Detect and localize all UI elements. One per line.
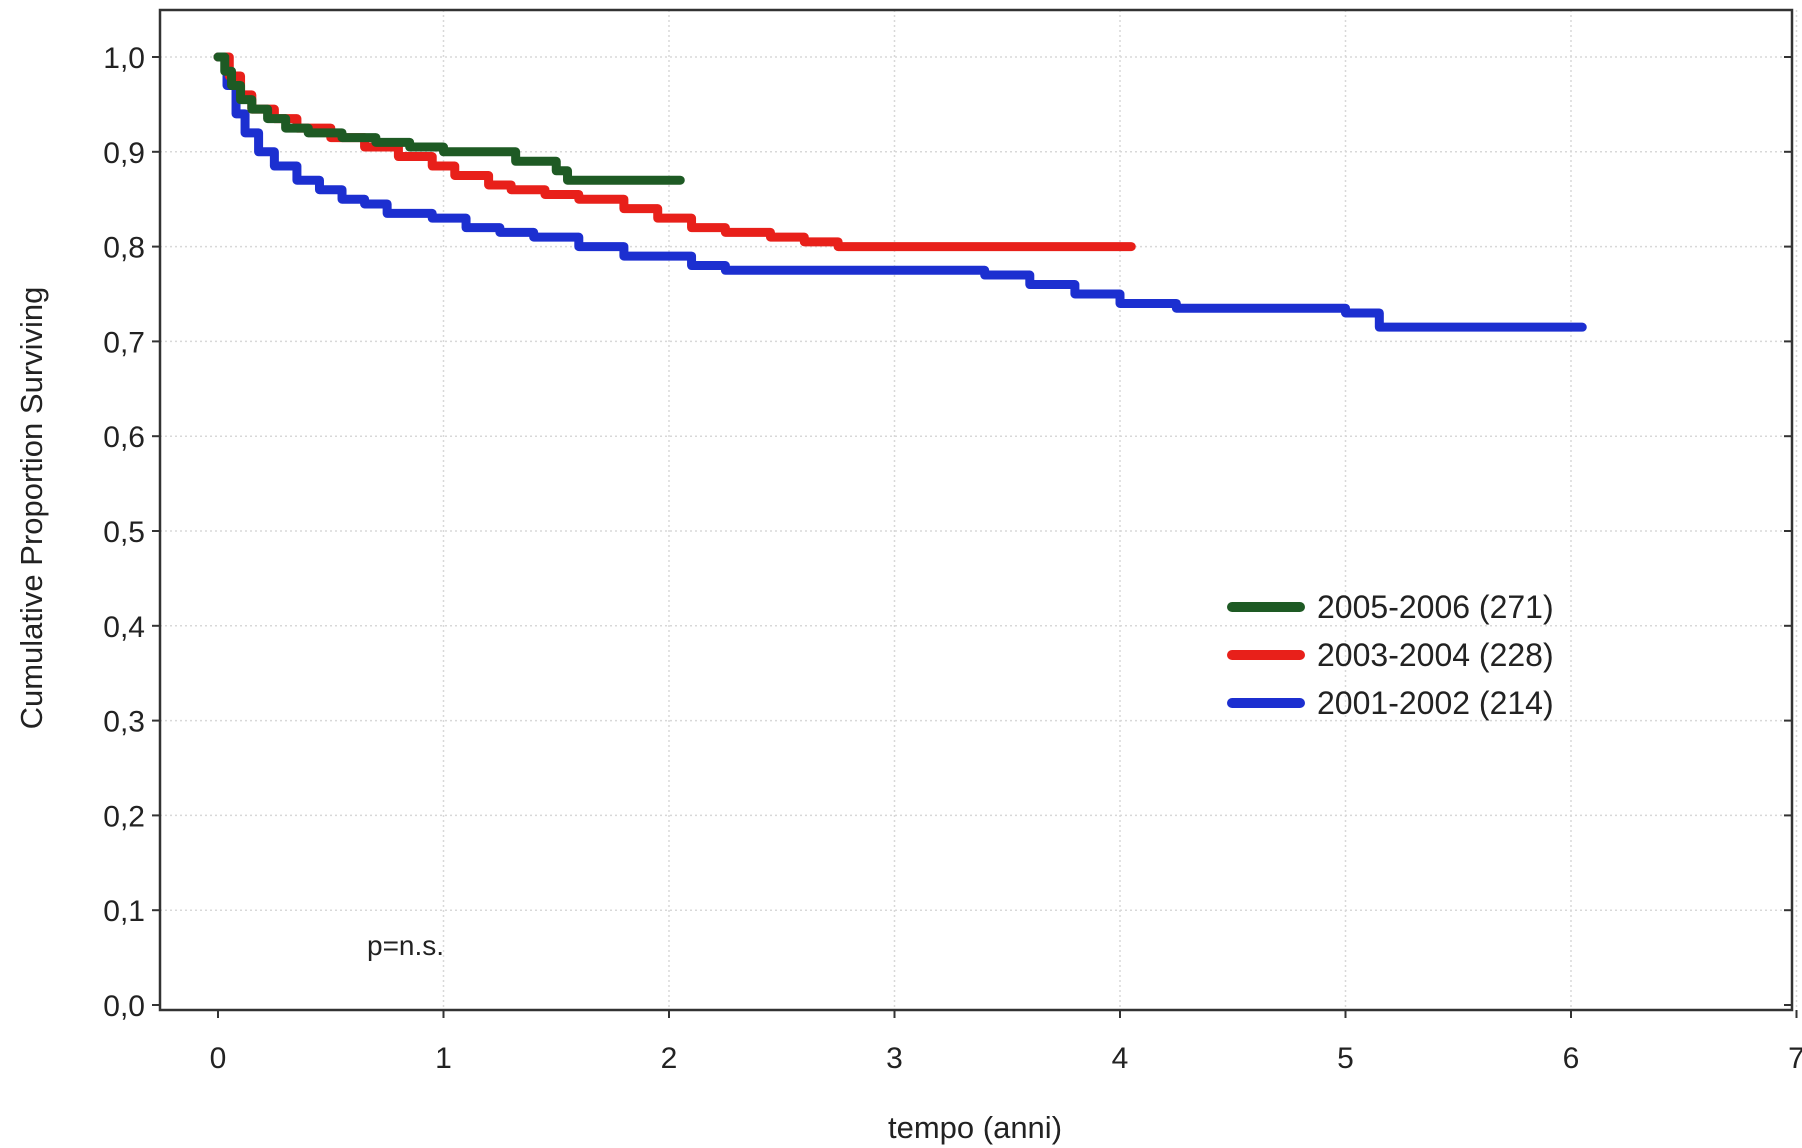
legend-label-2003-2004: 2003-2004 (228) [1317,637,1554,673]
x-tick-label: 6 [1563,1042,1580,1075]
x-tick-label: 3 [886,1042,903,1075]
series-lines [213,52,1587,332]
y-tick-label: 0,5 [103,516,145,549]
y-tick-label: 0,7 [103,326,145,359]
y-tick-label: 0,9 [103,137,145,170]
y-tick-label: 0,8 [103,232,145,265]
axes: 0 1 2 3 4 5 6 7 0,0 0,1 0,2 0,3 0,4 0,5 0,6 0,7 0,8 0,9 1,… [103,42,1802,1075]
x-tick-label: 0 [210,1042,227,1075]
p-value-annotation: p=n.s. [367,930,444,961]
legend-label-2005-2006: 2005-2006 (271) [1317,589,1554,625]
y-tick-label: 0,4 [103,611,145,644]
y-tick-label: 1,0 [103,42,145,75]
series-line-2005-2006 [213,52,685,185]
x-tick-label: 4 [1112,1042,1129,1075]
legend-label-2001-2002: 2001-2002 (214) [1317,685,1554,721]
y-tick-label: 0,0 [103,990,145,1023]
x-tick-label: 5 [1337,1042,1354,1075]
grid [160,10,1798,1010]
x-tick-label: 2 [661,1042,678,1075]
y-tick-label: 0,6 [103,421,145,454]
y-tick-label: 0,3 [103,706,145,739]
series-line-2003-2004 [213,52,1136,252]
series-line-2001-2002 [213,52,1587,332]
x-tick-label: 7 [1788,1042,1802,1075]
legend: 2005-2006 (271) 2003-2004 (228) 2001-2002 … [1227,589,1554,721]
y-tick-label: 0,2 [103,800,145,833]
y-tick-label: 0,1 [103,895,145,928]
plot-frame [158,8,1794,1012]
y-axis-title: Cumulative Proportion Surviving [14,287,49,730]
x-tick-label: 1 [435,1042,452,1075]
x-axis-title: tempo (anni) [888,1110,1062,1145]
